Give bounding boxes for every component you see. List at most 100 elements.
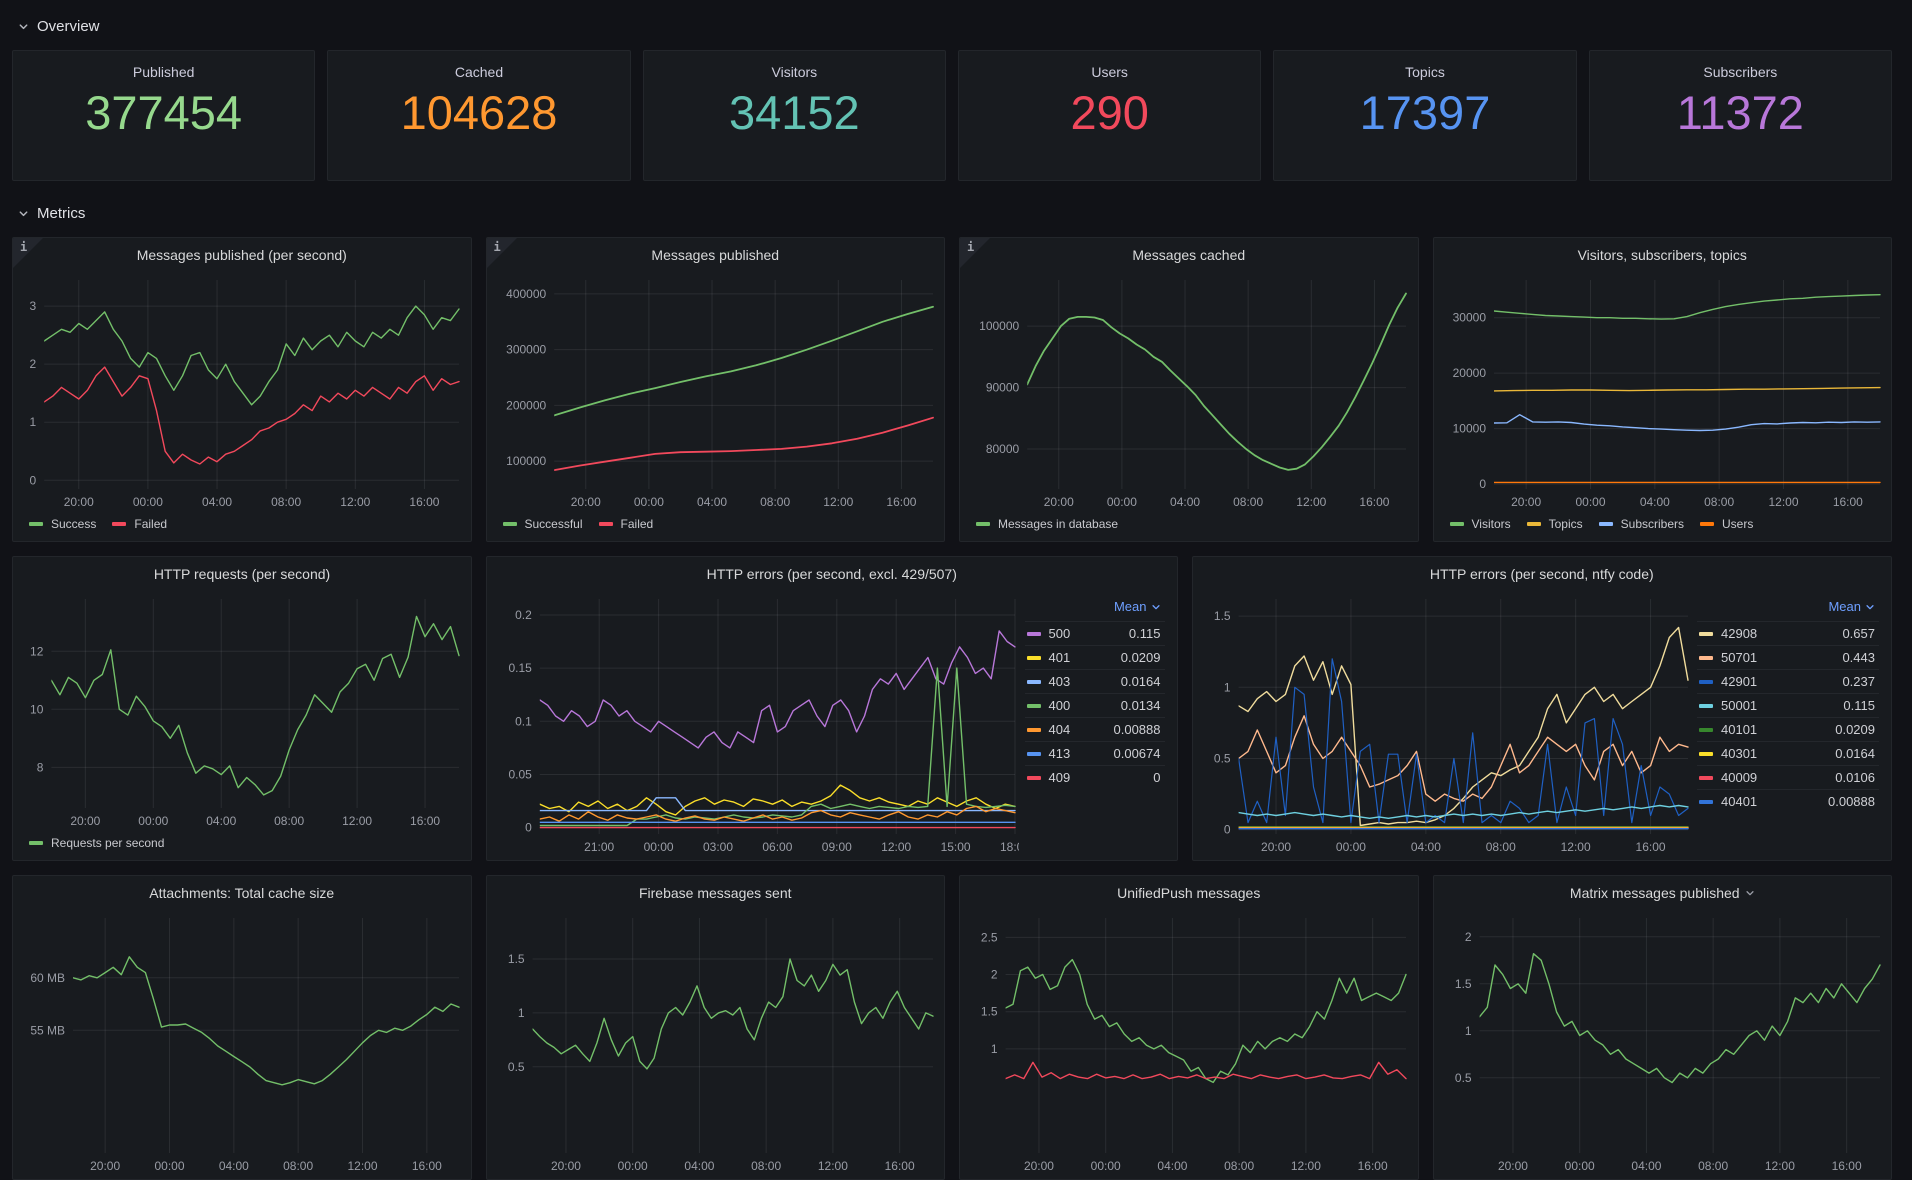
legend-series-name: 500 [1048,626,1071,641]
legend-item[interactable]: Requests per second [29,836,164,850]
panel-title[interactable]: UnifiedPush messages [1117,885,1261,901]
svg-text:20:00: 20:00 [1044,495,1074,509]
chart-canvas[interactable]: 0.5 1 1.5 20:00 00:00 04:00 08:00 12:00 16:00 [495,910,937,1177]
legend-row[interactable]: 40009 0.0106 [1697,765,1879,789]
overview-stats-row: Published 377454 Cached 104628 Visitors … [12,50,1892,181]
legend-swatch [502,522,517,526]
svg-text:12:00: 12:00 [1296,495,1326,509]
panel-visitors-subscribers-topics: Visitors, subscribers, topics 0 10000 2000… [1432,237,1892,542]
panel-title[interactable]: Visitors, subscribers, topics [1577,247,1747,263]
legend-row[interactable]: 400 0.0134 [1024,693,1165,717]
legend-row[interactable]: 404 0.00888 [1024,717,1165,741]
svg-text:12:00: 12:00 [1560,840,1590,854]
chart-svg: 80000 90000 100000 20:00 00:00 04:00 08:00 12:0… [979,280,1407,509]
legend-label: Requests per second [51,836,165,850]
section-header-metrics[interactable]: Metrics [18,201,1892,225]
panel-title[interactable]: HTTP errors (per second, excl. 429/507) [706,566,957,582]
svg-text:20:00: 20:00 [570,495,600,509]
svg-text:16:00: 16:00 [1832,495,1862,509]
legend-item[interactable]: Failed [112,517,167,531]
panel-title[interactable]: HTTP requests (per second) [153,566,331,582]
legend-mean-value: 0.0209 [1120,650,1161,665]
svg-text:1.5: 1.5 [1213,609,1230,623]
panel-title[interactable]: Messages published (per second) [136,247,347,263]
panel-title[interactable]: HTTP errors (per second, ntfy code) [1429,566,1654,582]
panel-title[interactable]: Messages published [651,247,780,263]
legend-row[interactable]: 409 0 [1024,765,1165,789]
chart-svg: 0.5 1 1.5 20:00 00:00 04:00 08:00 12:00 16:00 [507,918,934,1173]
legend-item[interactable]: Success [29,517,96,531]
legend-row[interactable]: 413 0.00674 [1024,741,1165,765]
chart-canvas[interactable]: 0 1 2 3 20:00 00:00 04:00 08:00 12:00 16:00 [21,272,463,513]
svg-text:08:00: 08:00 [283,1159,313,1173]
legend-row[interactable]: 50001 0.115 [1697,693,1879,717]
legend: Requests per second [21,832,463,858]
svg-text:00:00: 00:00 [1107,495,1137,509]
legend-item[interactable]: Failed [598,517,653,531]
legend-label: Subscribers [1620,517,1684,531]
svg-text:00:00: 00:00 [138,814,168,828]
chart-canvas[interactable]: 55 MB 60 MB 20:00 00:00 04:00 08:00 12:00 16:00 [21,910,463,1177]
legend: Messages in database [968,513,1410,539]
legend-item[interactable]: Users [1700,517,1753,531]
chart-canvas[interactable]: 8 10 12 20:00 00:00 04:00 08:00 12:00 16:00 [21,591,463,832]
panel-menu-chevron-icon[interactable] [1745,888,1755,898]
info-icon[interactable]: i [486,238,517,268]
legend-row[interactable]: 500 0.115 [1024,621,1165,645]
chart-canvas[interactable]: 80000 90000 100000 20:00 00:00 04:00 08:00 12:0… [968,272,1410,513]
legend-swatch [1699,703,1713,708]
svg-text:04:00: 04:00 [1410,840,1440,854]
legend-row[interactable]: 50701 0.443 [1697,645,1879,669]
panel-matrix-messages: Matrix messages published 0.5 1 1.5 2 20:00 0… [1432,875,1892,1180]
panel-title[interactable]: Matrix messages published [1434,876,1892,910]
chart-canvas[interactable]: 0 0.5 1 1.5 20:00 00:00 04:00 08:00 12:00 16:00 [1201,591,1692,858]
section-header-overview[interactable]: Overview [18,14,1892,38]
legend-item[interactable]: Subscribers [1598,517,1684,531]
svg-text:12: 12 [30,644,44,658]
legend-row[interactable]: 401 0.0209 [1024,645,1165,669]
legend-row[interactable]: 42908 0.657 [1697,621,1879,645]
svg-text:20:00: 20:00 [1497,1159,1527,1173]
legend-row[interactable]: 403 0.0164 [1024,669,1165,693]
svg-text:15:00: 15:00 [941,840,971,854]
legend-swatch [1026,727,1041,732]
chart-canvas[interactable]: 100000 200000 300000 400000 20:00 00:00 04:00 0… [495,272,937,513]
chart-canvas[interactable]: 0 0.05 0.1 0.15 0.2 21:00 00:00 03:00 06:00 09:00… [495,591,1030,858]
legend-mean-header[interactable]: Mean [1025,597,1165,621]
legend-mean-value: 0.00674 [1113,746,1161,761]
stat-panel-published: Published 377454 [12,50,316,181]
legend-swatch [1699,775,1713,780]
panel-title[interactable]: Firebase messages sent [638,885,792,901]
chart-canvas[interactable]: 0 10000 20000 30000 20:00 00:00 04:00 08:00 12:0… [1442,272,1884,513]
legend-swatch [1449,522,1464,526]
legend-mean-header[interactable]: Mean [1697,597,1879,621]
chart-svg: 55 MB 60 MB 20:00 00:00 04:00 08:00 12:00 16:00 [30,918,460,1173]
legend-table: Mean 42908 0.657 50701 0.443 42901 0.237 50001 0… [1691,591,1883,858]
svg-text:0: 0 [525,821,532,835]
legend-mean-value: 0.0209 [1835,722,1875,737]
legend-swatch [1699,679,1713,684]
stat-value: 17397 [1359,86,1491,139]
panel-http-errors-ntfy: HTTP errors (per second, ntfy code) 0 0.5… [1191,556,1892,861]
legend-item[interactable]: Successful [502,517,583,531]
legend-item[interactable]: Messages in database [976,517,1118,531]
legend-row[interactable]: 42901 0.237 [1697,669,1879,693]
legend-mean-value: 0.657 [1842,626,1875,641]
svg-text:12:00: 12:00 [342,814,372,828]
svg-text:00:00: 00:00 [133,495,163,509]
legend-row[interactable]: 40401 0.00888 [1697,789,1879,813]
panel-messages-published-total: i Messages published 100000 200000 300000 4… [485,237,945,542]
svg-text:0.5: 0.5 [507,1060,524,1074]
legend-row[interactable]: 40301 0.0164 [1697,741,1879,765]
chart-canvas[interactable]: 0.5 1 1.5 2 20:00 00:00 04:00 08:00 12:00 16:00 [1442,910,1884,1177]
info-icon[interactable]: i [13,238,43,268]
svg-text:30000: 30000 [1452,311,1486,325]
legend-row[interactable]: 40101 0.0209 [1697,717,1879,741]
chart-canvas[interactable]: 1 1.5 2 2.5 20:00 00:00 04:00 08:00 12:00 16:00 [968,910,1410,1177]
panel-title[interactable]: Attachments: Total cache size [149,885,335,901]
legend-item[interactable]: Topics [1526,517,1583,531]
legend-mean-value: 0.115 [1843,698,1875,713]
panel-title[interactable]: Messages cached [1132,247,1246,263]
info-icon[interactable]: i [960,238,990,268]
legend-item[interactable]: Visitors [1449,517,1511,531]
